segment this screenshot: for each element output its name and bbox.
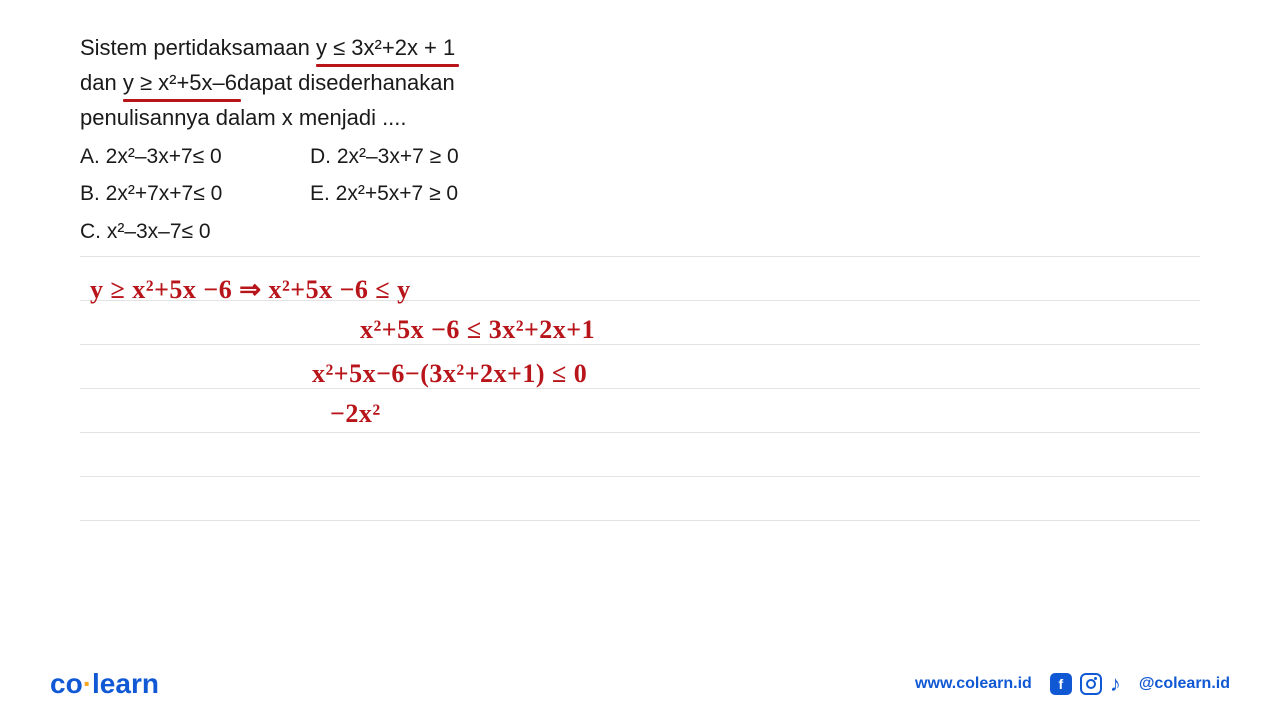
handwriting-line-2: x²+5x −6 ≤ 3x²+2x+1 [360,316,595,345]
question-block: Sistem pertidaksamaan y ≤ 3x²+2x + 1 dan… [80,30,1200,248]
instagram-icon [1080,673,1102,695]
rule [80,300,1200,344]
handwriting-line-4: −2x² [330,400,381,429]
website-url: www.colearn.id [915,675,1032,693]
options-grid: A. 2x²–3x+7≤ 0 D. 2x²–3x+7 ≥ 0 B. 2x²+7x… [80,140,1200,249]
q2-post: dapat disederhanakan [237,70,455,95]
handwriting-line-3: x²+5x−6−(3x²+2x+1) ≤ 0 [312,360,587,389]
option-a: A. 2x²–3x+7≤ 0 [80,140,300,174]
q2-underlined: y ≥ x²+5x–6 [123,65,237,100]
q1-underlined: y ≤ 3x²+2x + 1 [316,30,455,65]
option-empty [310,215,550,249]
question-line-2: dan y ≥ x²+5x–6 dapat disederhanakan [80,65,1200,100]
option-c: C. x²–3x–7≤ 0 [80,215,300,249]
logo-co: co [50,668,83,699]
rule [80,388,1200,432]
q2-pre: dan [80,70,123,95]
rule [80,476,1200,520]
option-b: B. 2x²+7x+7≤ 0 [80,177,300,211]
logo: co·learn [50,668,159,700]
social-icons: f ♪ [1050,673,1121,695]
question-line-1: Sistem pertidaksamaan y ≤ 3x²+2x + 1 [80,30,1200,65]
footer-right: www.colearn.id f ♪ @colearn.id [915,673,1230,695]
rule [80,432,1200,476]
option-e: E. 2x²+5x+7 ≥ 0 [310,177,550,211]
footer: co·learn www.colearn.id f ♪ @colearn.id [0,668,1280,700]
facebook-icon: f [1050,673,1072,695]
page: Sistem pertidaksamaan y ≤ 3x²+2x + 1 dan… [0,0,1280,720]
q1-pre: Sistem pertidaksamaan [80,35,316,60]
rule [80,520,1200,564]
logo-learn: learn [92,668,159,699]
handwriting-line-1: y ≥ x²+5x −6 ⇒ x²+5x −6 ≤ y [90,276,411,305]
option-d: D. 2x²–3x+7 ≥ 0 [310,140,550,174]
tiktok-icon: ♪ [1110,673,1121,695]
social-handle: @colearn.id [1139,675,1230,693]
logo-dot: · [83,668,92,699]
question-line-3: penulisannya dalam x menjadi .... [80,100,1200,135]
rule [80,344,1200,388]
